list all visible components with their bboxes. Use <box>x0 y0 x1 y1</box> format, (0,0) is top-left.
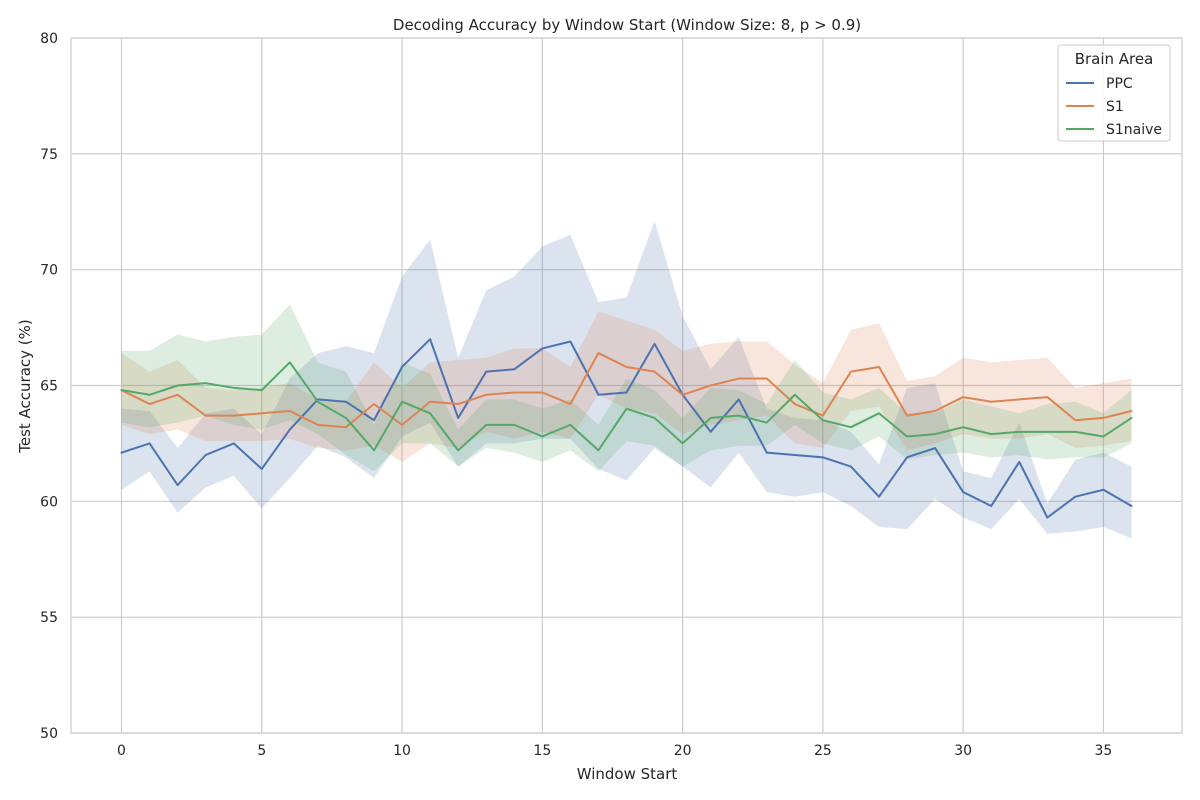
series-line-s1naive <box>120 361 1133 452</box>
y-tick-label: 70 <box>40 263 58 279</box>
chart-title: Decoding Accuracy by Window Start (Windo… <box>393 16 861 34</box>
x-tick-label: 15 <box>533 743 551 759</box>
x-tick-label: 25 <box>814 743 832 759</box>
x-tick-label: 30 <box>954 743 972 759</box>
confidence-bands <box>121 221 1132 539</box>
series-lines <box>120 338 1133 519</box>
legend-box <box>1057 44 1171 142</box>
y-tick-label: 80 <box>40 31 58 47</box>
x-tick-label: 10 <box>393 743 411 759</box>
y-tick-label: 50 <box>40 726 58 742</box>
confidence-band-s1 <box>121 311 1132 462</box>
x-tick-label: 20 <box>674 743 692 759</box>
confidence-band-ppc <box>121 221 1132 539</box>
x-tick-label: 0 <box>117 743 126 759</box>
confidence-band-s1naive <box>121 304 1132 472</box>
x-tick-label: 35 <box>1095 743 1113 759</box>
legend-label-ppc: PPC <box>1106 76 1133 92</box>
y-tick-label: 75 <box>40 147 58 163</box>
legend-label-s1: S1 <box>1106 99 1124 115</box>
series-line-s1 <box>120 352 1133 429</box>
y-tick-label: 65 <box>40 379 58 395</box>
y-axis-label: Test Accuracy (%) <box>16 319 34 454</box>
legend: Brain Area PPC S1 S1naive <box>1057 44 1171 142</box>
legend-title: Brain Area <box>1075 50 1154 68</box>
legend-items: PPC S1 S1naive <box>1066 76 1162 138</box>
x-axis-label: Window Start <box>577 765 678 783</box>
series-line-ppc <box>120 338 1133 519</box>
legend-label-s1naive: S1naive <box>1106 122 1162 138</box>
y-tick-label: 55 <box>40 610 58 626</box>
x-tick-labels: 0 5 10 15 20 25 30 35 <box>117 743 1112 759</box>
plot-frame <box>70 37 1183 734</box>
y-tick-label: 60 <box>40 494 58 510</box>
y-tick-labels: 50 55 60 65 70 75 80 <box>40 31 58 742</box>
x-tick-label: 5 <box>257 743 266 759</box>
